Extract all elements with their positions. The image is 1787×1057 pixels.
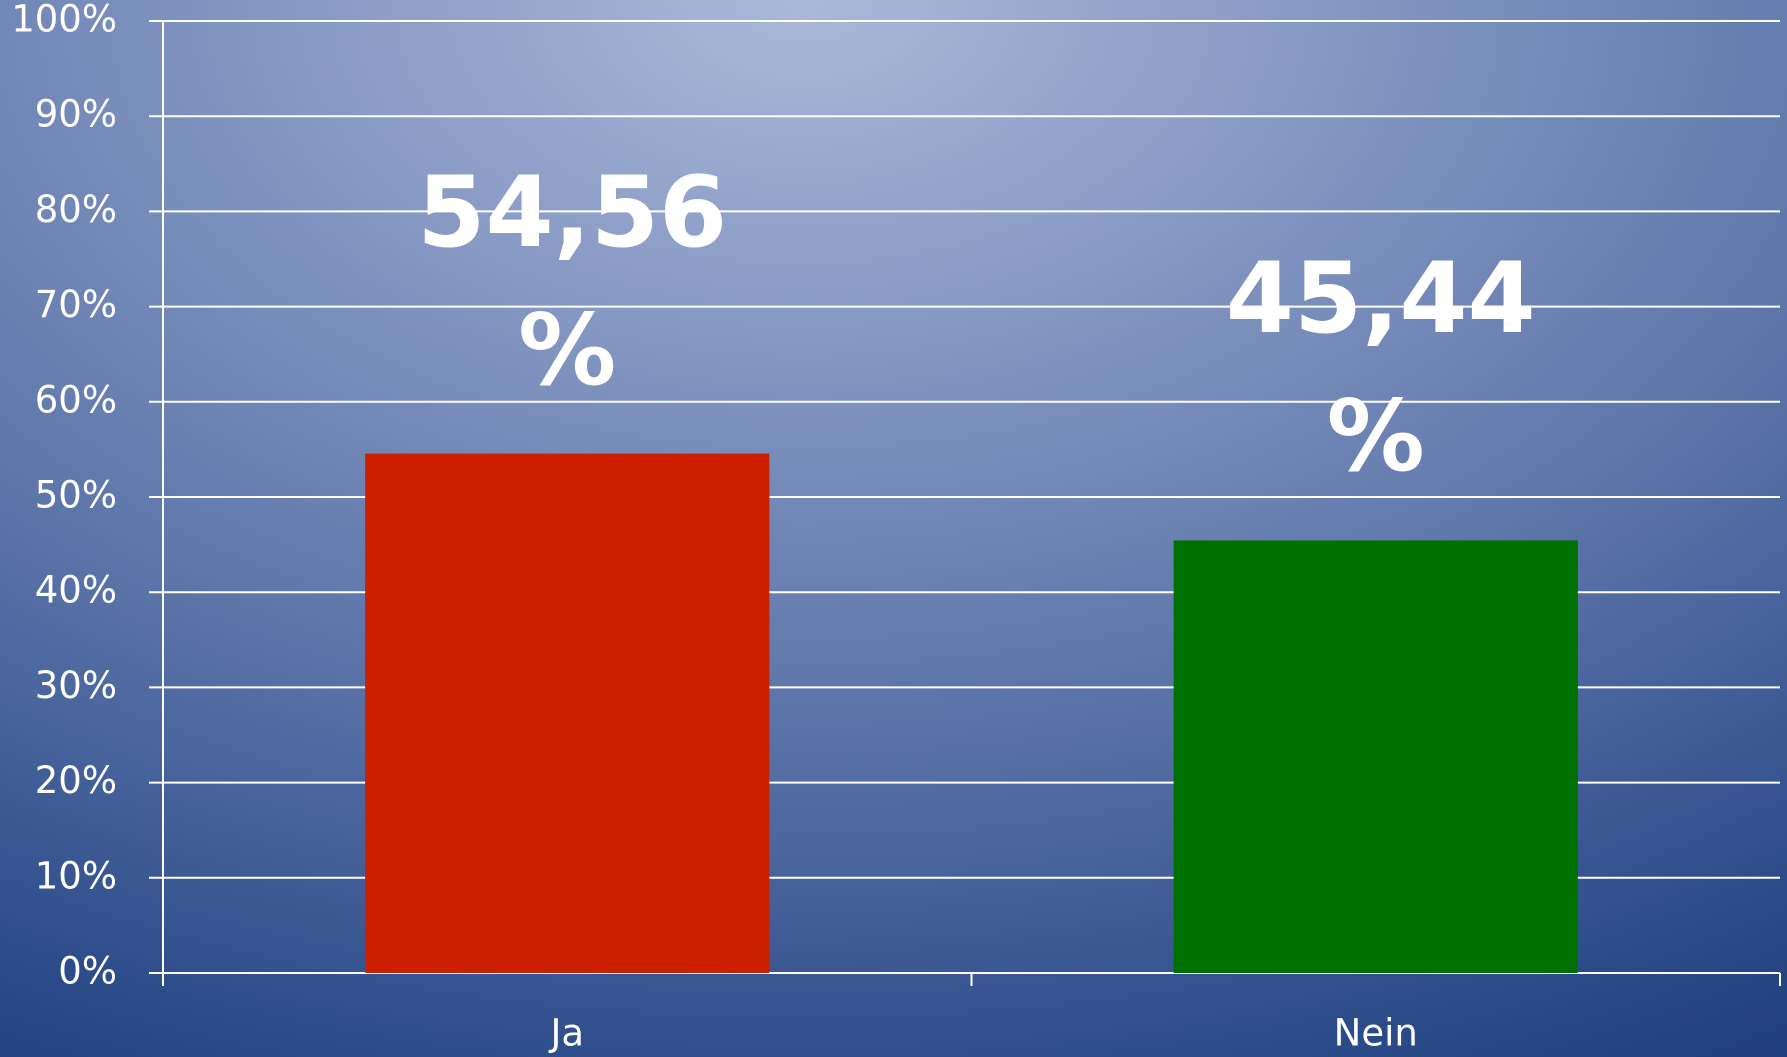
x-tick-label: Nein <box>1334 1012 1418 1055</box>
y-tick-label: 40% <box>35 569 117 612</box>
value-label: 54,56 % <box>417 155 728 408</box>
y-tick-label: 10% <box>35 854 117 897</box>
y-tick-label: 20% <box>35 759 117 802</box>
y-tick-label: 50% <box>35 474 117 517</box>
bar <box>365 453 770 973</box>
y-tick-label: 100% <box>11 0 117 41</box>
y-tick-label: 80% <box>35 188 117 231</box>
y-tick-label: 70% <box>35 283 117 326</box>
x-tick-label: Ja <box>548 1012 584 1055</box>
value-label: 45,44 % <box>1225 242 1536 495</box>
y-tick-label: 90% <box>35 93 117 136</box>
y-tick-label: 60% <box>35 378 117 421</box>
y-tick-label: 30% <box>35 664 117 707</box>
y-tick-label: 0% <box>58 950 117 993</box>
bar <box>1173 540 1578 973</box>
